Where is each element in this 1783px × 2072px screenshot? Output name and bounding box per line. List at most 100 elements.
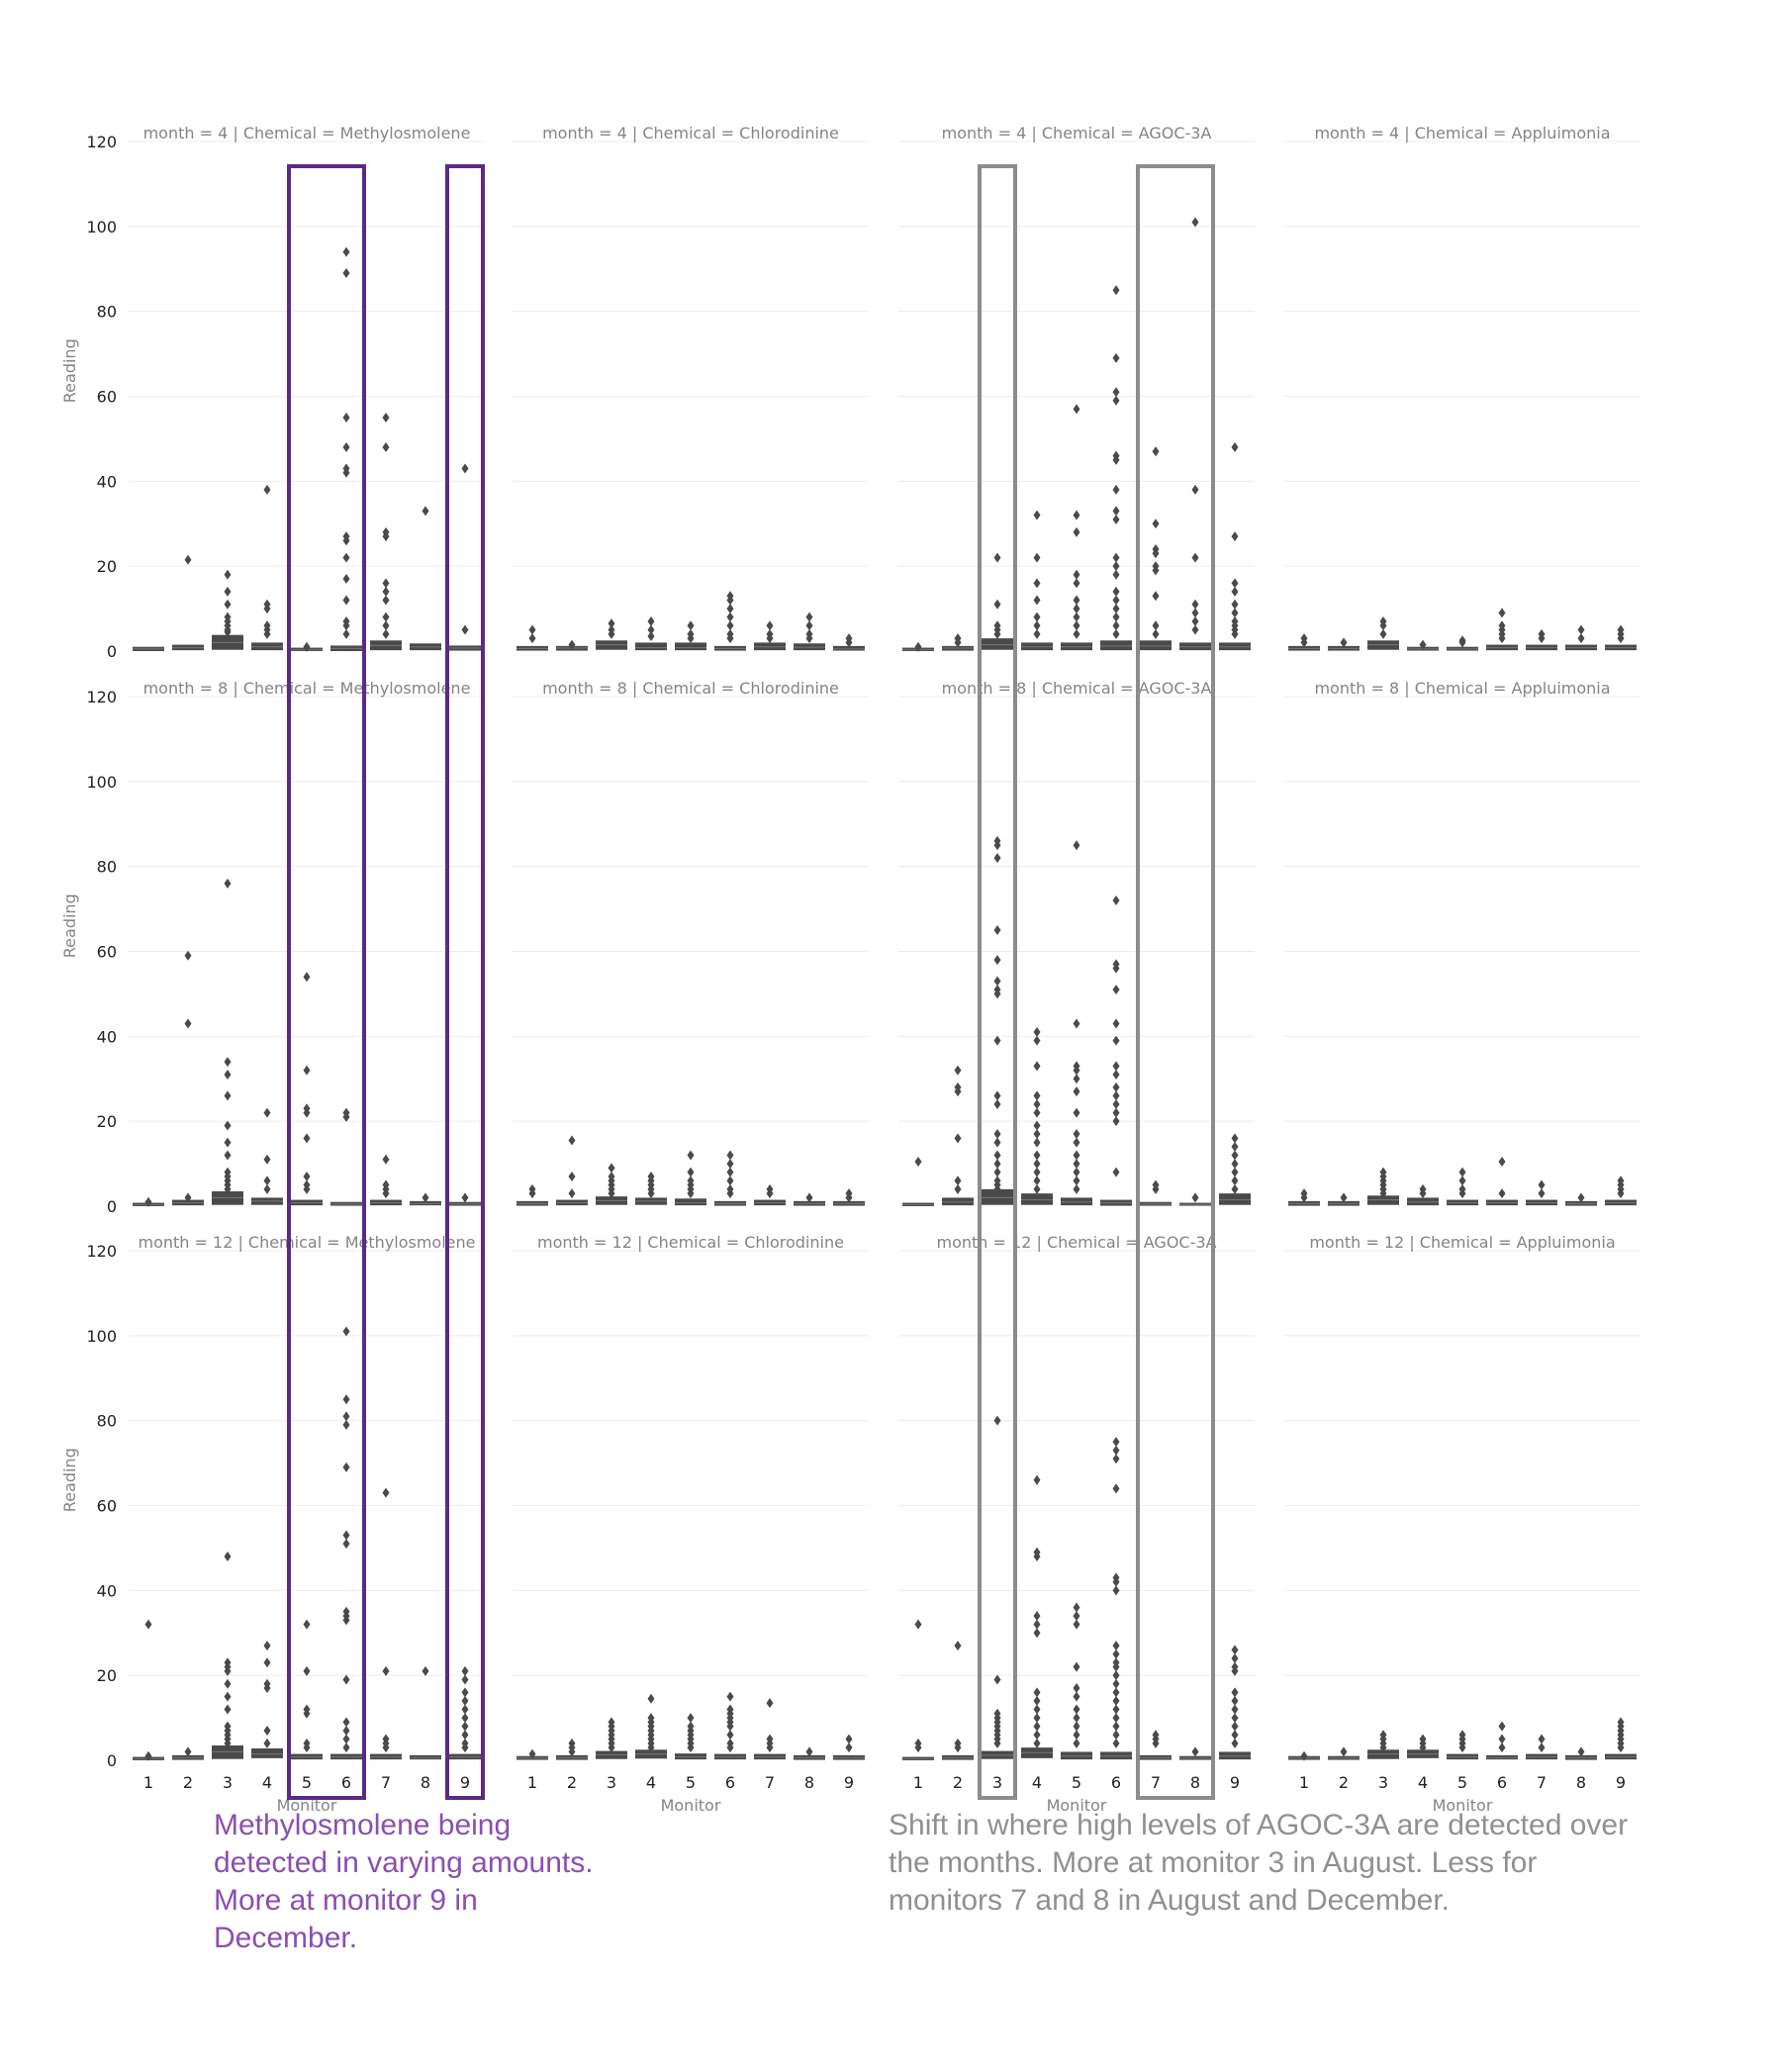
outlier-point	[1112, 1167, 1120, 1177]
outlier-point	[1073, 1661, 1080, 1672]
outlier-point	[1112, 561, 1120, 572]
outlier-point	[1073, 1074, 1080, 1084]
outlier-point	[1231, 1141, 1239, 1152]
highlight-box	[1136, 164, 1215, 1800]
x-axis-label: Monitor	[661, 1796, 721, 1815]
outlier-point	[1112, 1670, 1120, 1681]
outlier-point	[1112, 387, 1120, 398]
y-tick-label: 40	[97, 472, 117, 491]
outlier-point	[342, 412, 350, 423]
outlier-point	[726, 633, 734, 644]
outlier-point	[342, 1717, 350, 1728]
y-tick-label: 0	[107, 642, 117, 661]
outlier-point	[1073, 1150, 1080, 1161]
outlier-point	[1152, 518, 1160, 529]
x-tick-label: 3	[992, 1773, 1002, 1792]
outlier-point	[1152, 591, 1160, 602]
outlier-point	[1033, 1035, 1041, 1046]
outlier-point	[1112, 1116, 1120, 1127]
outlier-point	[342, 1461, 350, 1472]
outlier-point	[1231, 628, 1239, 639]
outlier-point	[805, 633, 813, 644]
outlier-point	[1033, 1027, 1041, 1038]
outlier-point	[342, 1674, 350, 1685]
x-tick-label: 4	[1418, 1773, 1428, 1792]
outlier-point	[1458, 1167, 1466, 1177]
outlier-point	[1112, 604, 1120, 614]
outlier-point	[1033, 1721, 1041, 1732]
outlier-point	[224, 586, 232, 597]
outlier-point	[342, 628, 350, 639]
outlier-point	[1231, 1665, 1239, 1676]
outlier-point	[608, 1742, 615, 1753]
x-tick-label: 8	[421, 1773, 430, 1792]
outlier-point	[342, 467, 350, 478]
outlier-point	[342, 1742, 350, 1753]
outlier-point	[342, 1419, 350, 1430]
outlier-point	[382, 595, 390, 606]
outlier-point	[1033, 1159, 1041, 1170]
outlier-point	[1419, 1188, 1427, 1199]
outlier-point	[1112, 1713, 1120, 1724]
outlier-point	[1231, 1150, 1239, 1161]
outlier-point	[184, 554, 192, 565]
outlier-point	[726, 604, 734, 614]
outlier-point	[1073, 569, 1080, 580]
x-tick-label: 9	[460, 1773, 470, 1792]
outlier-point	[461, 624, 469, 635]
outlier-point	[766, 1698, 774, 1709]
outlier-point	[1033, 612, 1041, 622]
outlier-point	[1112, 1738, 1120, 1748]
outlier-point	[1033, 1738, 1041, 1748]
outlier-point	[1112, 1695, 1120, 1706]
outlier-point	[303, 1171, 311, 1181]
outlier-point	[1498, 1742, 1506, 1753]
outlier-point	[528, 624, 536, 635]
outlier-point	[993, 1159, 1001, 1170]
outlier-point	[726, 1176, 734, 1186]
outlier-point	[342, 1326, 350, 1337]
x-tick-label: 4	[1032, 1773, 1042, 1792]
outlier-point	[1073, 1167, 1080, 1177]
outlier-point	[224, 1069, 232, 1080]
outlier-point	[1073, 1129, 1080, 1140]
outlier-point	[1191, 615, 1199, 626]
outlier-point	[1033, 1107, 1041, 1118]
outlier-point	[608, 1188, 615, 1199]
outlier-point	[1112, 1454, 1120, 1464]
x-tick-label: 5	[1457, 1773, 1467, 1792]
outlier-point	[1073, 1018, 1080, 1029]
outlier-point	[1112, 1661, 1120, 1672]
outlier-point	[687, 633, 695, 644]
outlier-point	[993, 853, 1001, 864]
outlier-point	[1231, 1687, 1239, 1698]
outlier-point	[263, 1725, 271, 1736]
outlier-point	[342, 620, 350, 631]
outlier-point	[1033, 1120, 1041, 1131]
outlier-point	[1112, 1099, 1120, 1109]
panel-title: month = 12 | Chemical = Methylosmolene	[139, 1233, 476, 1252]
outlier-point	[608, 618, 615, 629]
outlier-point	[726, 1167, 734, 1177]
outlier-point	[805, 620, 813, 631]
outlier-point	[993, 1099, 1001, 1109]
outlier-point	[224, 1183, 232, 1194]
outlier-point	[1231, 1183, 1239, 1194]
outlier-point	[1073, 526, 1080, 537]
outlier-point	[954, 1086, 962, 1097]
outlier-point	[1073, 1611, 1080, 1622]
y-tick-label: 60	[97, 943, 117, 962]
outlier-point	[1112, 484, 1120, 495]
outlier-point	[568, 1171, 576, 1181]
outlier-point	[1379, 1188, 1387, 1199]
outlier-point	[342, 535, 350, 546]
outlier-point	[1112, 586, 1120, 597]
outlier-point	[1112, 506, 1120, 517]
outlier-point	[263, 1657, 271, 1668]
outlier-point	[1617, 633, 1625, 644]
outlier-point	[303, 972, 311, 983]
outlier-point	[224, 569, 232, 580]
outlier-point	[993, 1129, 1001, 1140]
outlier-point	[993, 840, 1001, 851]
box	[635, 642, 667, 651]
